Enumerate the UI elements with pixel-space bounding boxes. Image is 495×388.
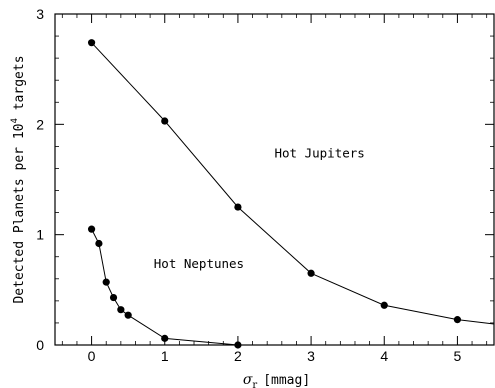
series-line-2: [91, 228, 238, 346]
data-point: [307, 269, 315, 277]
y-tick-label: 3: [36, 6, 44, 22]
x-tick-label: 0: [88, 348, 96, 364]
x-tick-label: 3: [307, 348, 315, 364]
x-axis-symbol: σ: [243, 372, 253, 388]
series-layer: [87, 39, 495, 349]
x-tick-label: 2: [234, 348, 242, 364]
data-point: [124, 311, 132, 319]
plot-frame: [54, 13, 495, 346]
x-tick-label: 1: [161, 348, 169, 364]
data-point: [453, 316, 462, 324]
y-axis-title-suffix: targets: [12, 55, 27, 118]
data-point: [380, 301, 388, 309]
data-point: [117, 306, 125, 314]
data-point: [95, 239, 103, 248]
data-point: [234, 341, 242, 349]
annotation-1: Hot Jupiters: [275, 145, 365, 160]
annotation-2: Hot Neptunes: [154, 256, 244, 271]
y-axis-title-main: Detected Planets per 10: [12, 124, 27, 304]
y-tick-label: 1: [36, 227, 44, 243]
x-tick-label: 4: [380, 348, 388, 364]
data-point: [161, 334, 169, 342]
x-axis-unit: [mmag]: [263, 373, 310, 388]
x-tick-label: 5: [454, 348, 462, 364]
data-point: [87, 225, 96, 233]
x-axis-subscript: r: [252, 380, 257, 388]
x-axis-title: σr [mmag]: [243, 372, 310, 388]
data-point: [161, 117, 169, 125]
axes: [54, 13, 495, 346]
data-point: [109, 293, 118, 302]
labels-layer: 0 1 2 3 4 5 0 1 2 3 Hot Jupiters Hot Neptunes σr [mma…: [10, 6, 462, 388]
y-axis-title-superscript: 4: [10, 118, 20, 123]
y-axis-title: Detected Planets per 104 targets: [10, 55, 27, 303]
data-point: [87, 39, 96, 47]
y-tick-label: 0: [36, 337, 44, 353]
y-tick-label: 2: [36, 116, 44, 132]
data-point: [234, 203, 242, 211]
series-line-1: [91, 42, 495, 325]
data-point: [102, 278, 110, 286]
